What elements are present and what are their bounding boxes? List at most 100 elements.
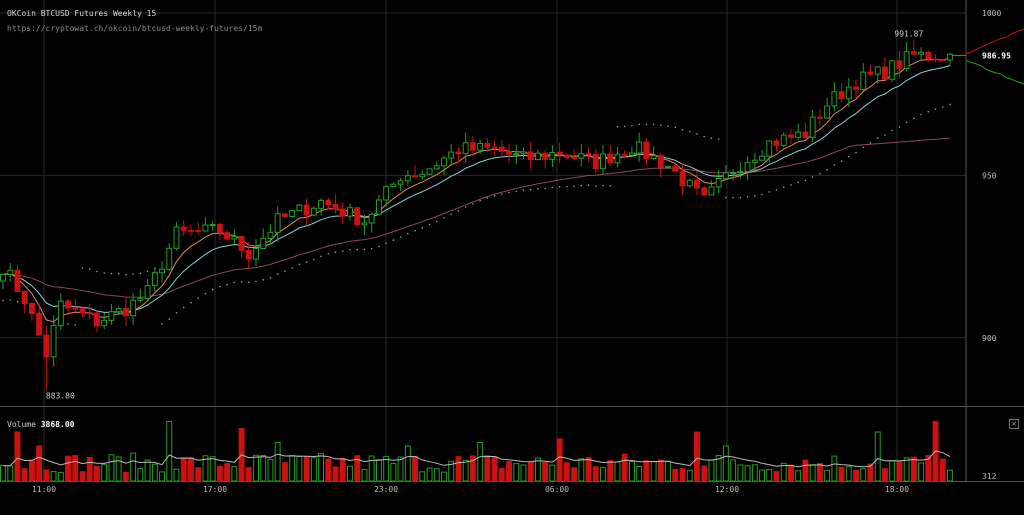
candle-body — [788, 134, 794, 138]
sar-dot — [609, 185, 611, 187]
candle — [657, 152, 664, 178]
volume-bar — [130, 452, 137, 482]
candle-body — [441, 157, 447, 167]
candle — [72, 298, 79, 313]
volume-bar — [636, 465, 643, 482]
candle — [903, 41, 910, 72]
sar-dot — [616, 126, 619, 128]
volume-bar — [867, 463, 874, 482]
close-icon[interactable]: × — [1009, 419, 1019, 429]
volume-value: 3868.00 — [40, 420, 75, 429]
candle — [708, 180, 715, 196]
candle — [267, 224, 274, 245]
x-tick-label: 17:00 — [203, 485, 227, 494]
candle — [824, 97, 830, 120]
candle-body — [347, 207, 353, 217]
volume-bar — [303, 456, 310, 482]
sar-dot — [891, 129, 893, 132]
candle-body — [910, 51, 917, 55]
candle — [477, 139, 484, 155]
candle-body — [484, 143, 491, 148]
sar-dot — [602, 184, 604, 187]
sar-dot — [725, 196, 727, 199]
sar-dot — [797, 181, 799, 184]
chart-url[interactable]: https://cryptowat.ch/okcoin/btcusd-weekl… — [7, 24, 263, 33]
candle-body — [122, 308, 129, 317]
candle-body — [853, 86, 859, 90]
candle-body — [412, 175, 419, 178]
sar-dot — [298, 263, 301, 266]
volume-bar — [202, 455, 209, 482]
candle — [694, 170, 700, 196]
candle — [137, 288, 144, 303]
volume-bar — [788, 464, 794, 482]
candle-body — [889, 60, 896, 80]
candle — [296, 204, 303, 212]
candle — [130, 293, 137, 325]
sar-dot — [775, 189, 778, 191]
candle-body — [947, 53, 953, 61]
volume-bar — [571, 467, 577, 482]
sar-dot — [197, 297, 199, 300]
sar-dot — [305, 261, 308, 263]
sar-dot — [732, 196, 734, 199]
candle — [122, 298, 129, 327]
sar-dot — [88, 268, 91, 270]
candle-body — [571, 156, 577, 159]
volume-bar — [94, 465, 100, 482]
candle — [180, 220, 187, 236]
volume-bar — [759, 469, 765, 482]
candle-body — [585, 153, 592, 156]
sar-dot — [45, 318, 48, 321]
volume-bar — [137, 468, 144, 482]
sar-dot — [342, 250, 344, 252]
candle — [759, 149, 765, 162]
candle-body — [7, 269, 14, 275]
candle — [202, 217, 209, 232]
x-tick-label: 06:00 — [545, 485, 569, 494]
volume-bar — [448, 460, 455, 482]
candle-body — [918, 51, 924, 55]
candle — [629, 146, 635, 158]
volume-bar — [874, 431, 881, 482]
sar-dot — [117, 273, 120, 275]
volume-tick-label: 312 — [982, 472, 997, 481]
volume-bar — [947, 469, 953, 482]
candle-body — [159, 268, 166, 274]
candle — [325, 197, 332, 210]
volume-bar — [195, 467, 202, 482]
sar-dot — [269, 277, 272, 279]
volume-bar — [166, 421, 173, 482]
volume-bar — [722, 445, 729, 482]
candle-body — [845, 86, 852, 100]
volume-bar — [498, 468, 505, 482]
sar-dot — [876, 137, 879, 139]
candle — [802, 122, 809, 139]
candle — [939, 59, 946, 62]
volume-bar — [896, 460, 903, 482]
candle-body — [224, 232, 231, 240]
candle — [462, 132, 469, 163]
candle — [260, 228, 267, 250]
sar-dot — [392, 239, 395, 241]
sar-dot — [566, 185, 568, 188]
volume-bar — [289, 455, 296, 482]
volume-bar — [910, 456, 917, 482]
candle — [361, 214, 368, 235]
candle — [722, 164, 729, 180]
volume-bar — [730, 459, 737, 482]
sar-dot — [81, 267, 84, 269]
sar-dot — [414, 229, 416, 232]
sar-dot — [428, 223, 431, 226]
candle — [592, 148, 599, 174]
candle — [318, 198, 325, 216]
candle-body — [549, 152, 556, 160]
volume-bar — [679, 468, 686, 482]
sar-dot — [869, 142, 872, 144]
candle-body — [766, 140, 773, 157]
candle — [816, 108, 823, 125]
candle-body — [0, 274, 6, 282]
candle-body — [860, 71, 867, 90]
sar-dot — [804, 179, 807, 182]
